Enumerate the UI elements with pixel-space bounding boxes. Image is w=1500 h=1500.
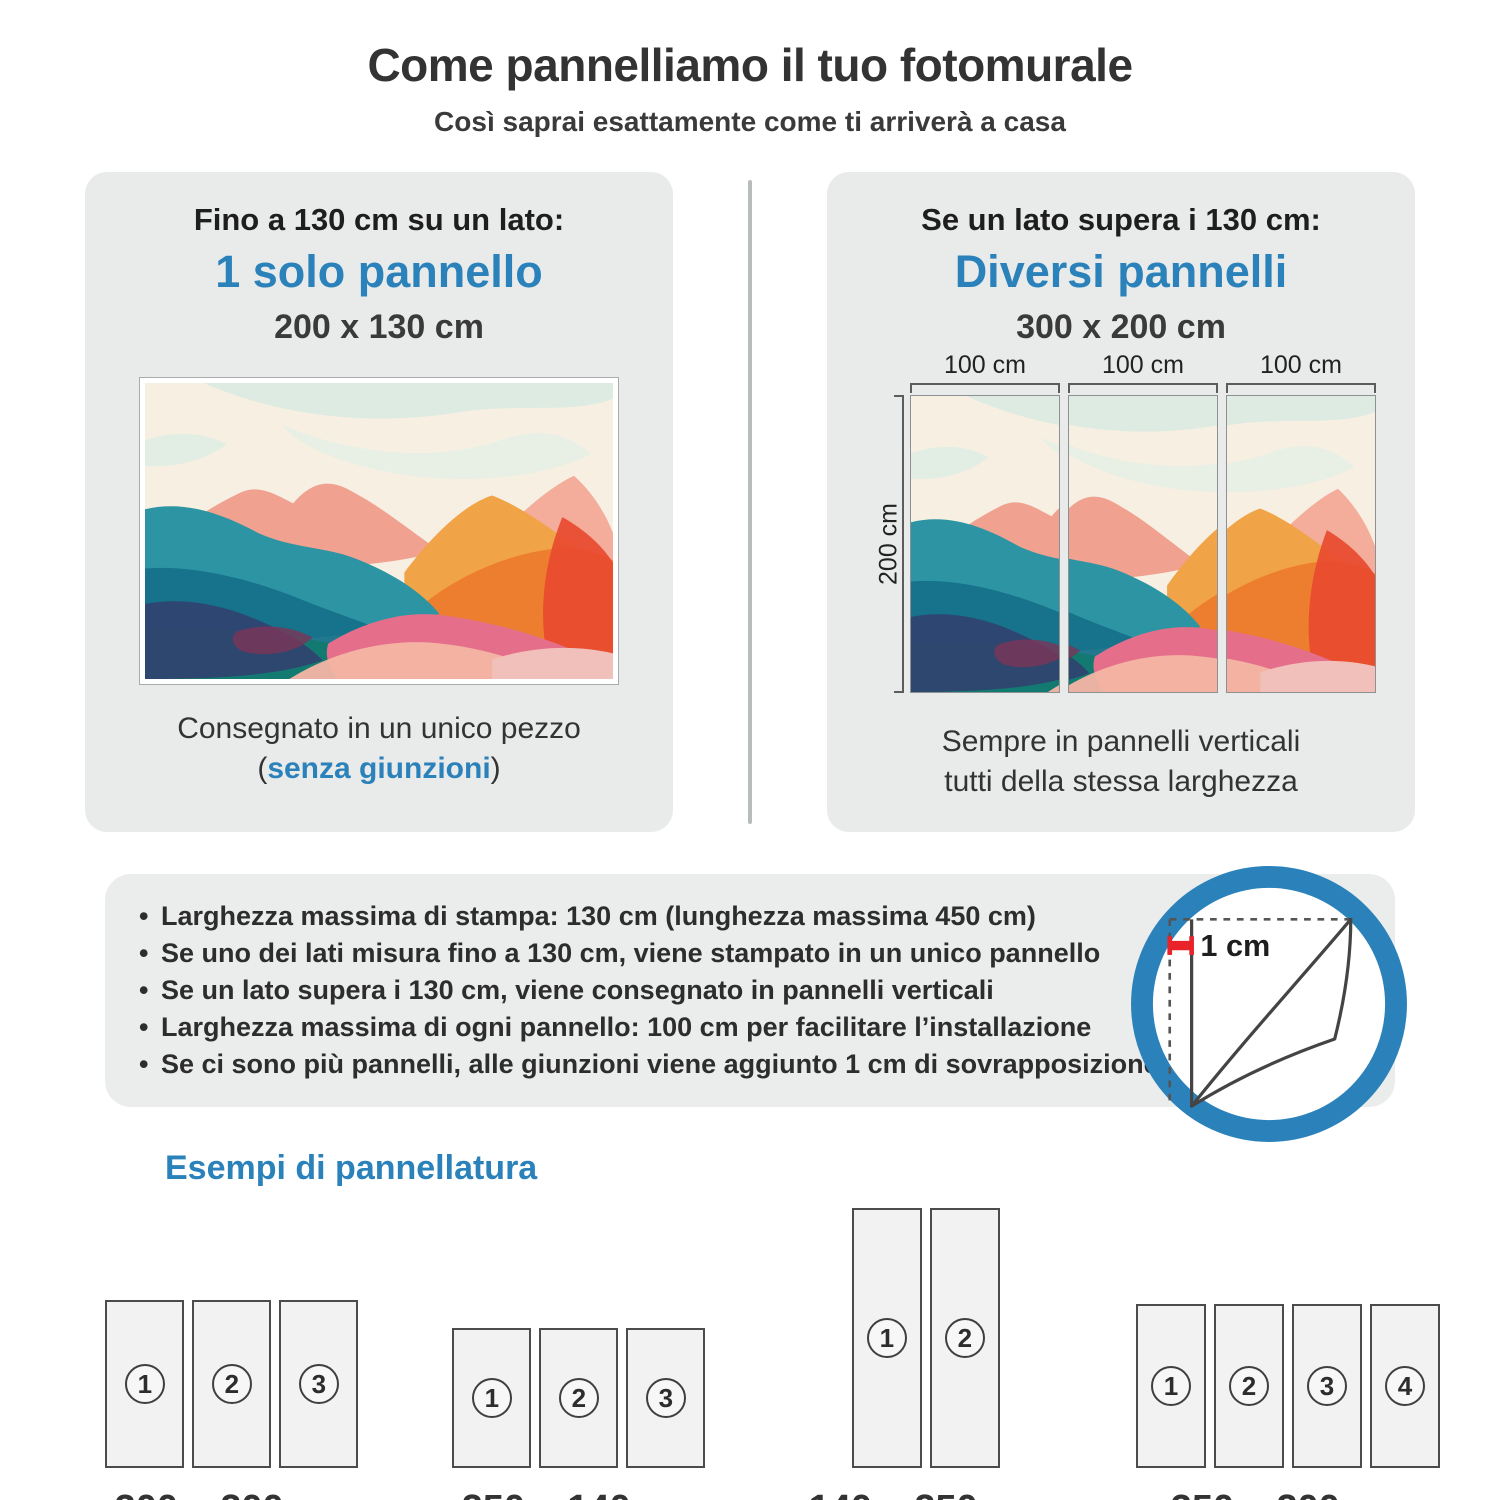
panel-number-badge: 4 — [1385, 1366, 1425, 1406]
multi-panel-size: 300 x 200 cm — [1016, 308, 1226, 346]
width-dimension: 100 cm — [1068, 351, 1218, 393]
caption-paren-close: ) — [490, 752, 501, 785]
panel-number-badge: 2 — [558, 1378, 599, 1418]
panel-number-badge: 1 — [1151, 1366, 1191, 1406]
multi-panel-card: Se un lato supera i 130 cm: Diversi pann… — [827, 172, 1415, 832]
width-dimension-label: 100 cm — [944, 351, 1026, 379]
panel-number-badge: 2 — [944, 1318, 985, 1358]
panel-number-badge: 2 — [1229, 1366, 1269, 1406]
example-350x200: 1 2 3 4 350 x 200 cm Realizzato in 4 pan… — [1136, 1304, 1440, 1500]
single-panel-size: 200 x 130 cm — [274, 308, 484, 346]
example-size: 140 x 250 cm — [789, 1488, 1063, 1500]
panel-number-badge: 3 — [645, 1378, 686, 1418]
width-dimension-row: 100 cm 100 cm 100 cm — [910, 351, 1376, 393]
info-bullet: Se uno dei lati misura fino a 130 cm, vi… — [133, 935, 1225, 972]
cards-divider — [748, 180, 752, 824]
watercolor-image — [145, 383, 613, 679]
caption-highlight: senza giunzioni — [267, 752, 491, 785]
info-bullet-list: Larghezza massima di stampa: 130 cm (lun… — [133, 898, 1225, 1083]
dimension-bracket — [1226, 383, 1376, 393]
page-title: Come pannelliamo il tuo fotomurale — [367, 39, 1133, 91]
example-size: 300 x 200 cm — [95, 1488, 369, 1500]
example-panels: 1 2 3 4 — [1136, 1304, 1440, 1468]
watercolor-slice — [1069, 396, 1217, 692]
example-panel: 2 — [539, 1328, 619, 1468]
info-bullet: Se un lato supera i 130 cm, viene conseg… — [133, 972, 1225, 1009]
overlap-marker — [1167, 936, 1194, 955]
single-panel-artwork — [139, 377, 619, 685]
examples-heading: Esempi di pannellatura — [165, 1149, 538, 1187]
caption-line2: tutti della stessa larghezza — [944, 765, 1298, 798]
watercolor-slice — [911, 396, 1059, 692]
caption-line1: Sempre in pannelli verticali — [941, 725, 1301, 758]
multi-panel-result: Diversi pannelli — [954, 246, 1288, 297]
example-panel: 4 — [1370, 1304, 1440, 1468]
mural-panel-1 — [910, 395, 1060, 693]
overlap-detail-icon: 1 cm — [1123, 858, 1415, 1150]
example-300x200: 1 2 3 300 x 200 cm Realizzato in 3 panne… — [95, 1300, 369, 1500]
panel-number-badge: 2 — [211, 1364, 252, 1404]
examples-row: 1 2 3 300 x 200 cm Realizzato in 3 panne… — [95, 1208, 1440, 1500]
example-panel: 1 — [851, 1208, 922, 1468]
panel-number-badge: 1 — [866, 1318, 907, 1358]
icon-ring — [1131, 866, 1407, 1142]
single-panel-caption: Consegnato in un unico pezzo (senza giun… — [105, 709, 653, 789]
example-250x140: 1 2 3 250 x 140 cm Realizzato in 3 panne… — [442, 1328, 716, 1500]
width-dimension: 100 cm — [910, 351, 1060, 393]
example-panel: 1 — [452, 1328, 532, 1468]
example-panel: 2 — [192, 1300, 272, 1468]
single-panel-card: Fino a 130 cm su un lato: 1 solo pannell… — [85, 172, 673, 832]
panel-number-badge: 1 — [124, 1364, 165, 1404]
height-dimension: 200 cm — [866, 395, 910, 693]
page-curl — [1190, 917, 1353, 1108]
info-bullet: Se ci sono più pannelli, alle giunzioni … — [133, 1046, 1225, 1083]
page-subtitle: Così saprai esattamente come ti arriverà… — [434, 106, 1066, 137]
width-dimension: 100 cm — [1226, 351, 1376, 393]
example-140x250: 1 2 140 x 250 cm Realizzato in 2 pannell… — [789, 1208, 1063, 1500]
info-section: Larghezza massima di stampa: 130 cm (lun… — [105, 866, 1407, 1142]
mural-panel-2 — [1068, 395, 1218, 693]
example-panel: 1 — [1136, 1304, 1206, 1468]
example-panels: 1 2 3 — [95, 1300, 369, 1468]
overlap-label: 1 cm — [1200, 929, 1270, 963]
watercolor-slice — [1227, 396, 1375, 692]
multi-panel-condition: Se un lato supera i 130 cm: — [921, 202, 1321, 237]
width-dimension-label: 100 cm — [1102, 351, 1184, 379]
diagram-body: 200 cm — [866, 395, 1376, 693]
cards-row: Fino a 130 cm su un lato: 1 solo pannell… — [0, 172, 1500, 832]
dimension-bracket — [1068, 383, 1218, 393]
single-panel-condition: Fino a 130 cm su un lato: — [193, 202, 565, 237]
dimension-bracket — [894, 395, 904, 693]
example-panels: 1 2 3 — [442, 1328, 716, 1468]
example-size: 250 x 140 cm — [442, 1488, 716, 1500]
example-panel: 2 — [929, 1208, 1000, 1468]
width-dimension-label: 100 cm — [1260, 351, 1342, 379]
panel-number-badge: 3 — [1307, 1366, 1347, 1406]
example-panel: 1 — [105, 1300, 185, 1468]
mural-panel-3 — [1226, 395, 1376, 693]
example-panel: 3 — [279, 1300, 359, 1468]
panel-diagram: 100 cm 100 cm 100 cm 200 cm — [866, 351, 1376, 693]
panel-number-badge: 3 — [298, 1364, 339, 1404]
info-bullet: Larghezza massima di stampa: 130 cm (lun… — [133, 898, 1225, 935]
single-panel-result: 1 solo pannello — [215, 246, 543, 297]
multi-panel-caption: Sempre in pannelli verticali tutti della… — [847, 722, 1395, 802]
dimension-bracket — [910, 383, 1060, 393]
example-size: 350 x 200 cm — [1136, 1488, 1440, 1500]
example-panels: 1 2 — [789, 1208, 1063, 1468]
caption-line1: Consegnato in un unico pezzo — [177, 712, 581, 745]
example-panel: 3 — [626, 1328, 706, 1468]
panels-row — [910, 395, 1376, 693]
example-panel: 3 — [1292, 1304, 1362, 1468]
caption-paren-open: ( — [257, 752, 268, 785]
panel-number-badge: 1 — [471, 1378, 512, 1418]
info-bullet: Larghezza massima di ogni pannello: 100 … — [133, 1009, 1225, 1046]
example-panel: 2 — [1214, 1304, 1284, 1468]
